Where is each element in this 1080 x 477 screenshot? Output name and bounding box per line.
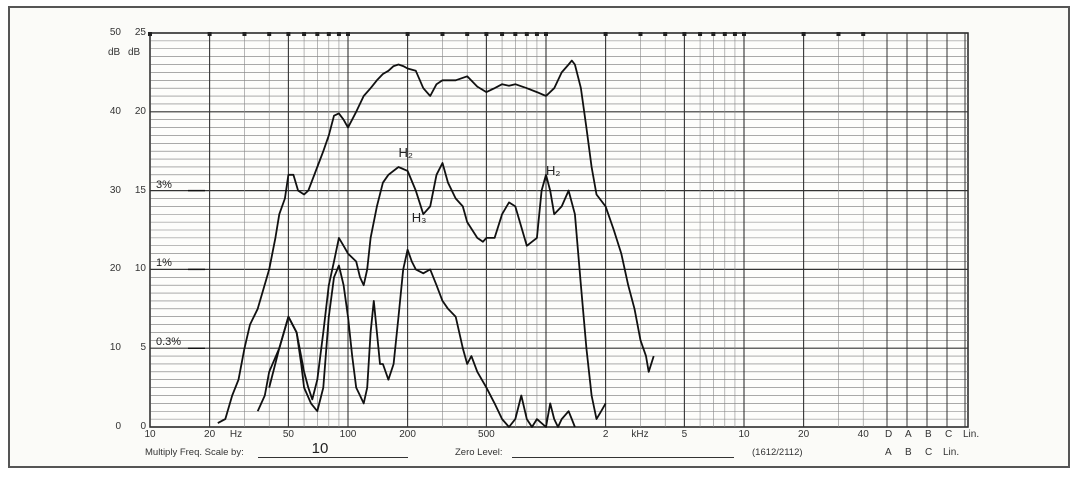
top-tick-mark [484, 32, 489, 36]
percent-marker: 1% [156, 257, 172, 270]
y-tick-label-right: 5 [140, 342, 146, 354]
percent-marker: 3% [156, 178, 172, 191]
y-tick-label-left: 40 [109, 105, 121, 117]
x-tick-label: 10 [738, 429, 750, 440]
top-tick-mark [698, 32, 703, 36]
top-tick-mark [524, 32, 529, 36]
x-unit-label: kHz [631, 429, 649, 440]
zero-level-underline [512, 457, 734, 458]
top-tick-mark [286, 32, 291, 36]
filter-label-top: B [925, 429, 932, 440]
percent-marker: 0.3% [156, 336, 182, 349]
response-curve-fundamental [217, 59, 655, 424]
top-tick-mark [603, 32, 608, 36]
top-tick-mark [663, 32, 668, 36]
x-tick-label: 500 [478, 429, 495, 440]
x-tick-label: 20 [798, 429, 810, 440]
y-tick-label-left: 10 [109, 342, 121, 354]
top-tick-mark [465, 32, 470, 36]
x-tick-label: 10 [144, 429, 156, 440]
filter-label-top: D [885, 429, 893, 440]
multiply-underline [258, 457, 408, 458]
top-tick-mark [711, 32, 716, 36]
top-tick-mark [346, 32, 350, 36]
filter-label-bottom: B [905, 447, 912, 458]
filter-label-bottom: A [885, 447, 892, 458]
y-tick-label-right: 0 [140, 421, 146, 432]
y-tick-label-left: 50 [109, 27, 121, 38]
top-tick-mark [682, 32, 687, 36]
x-tick-label: 50 [282, 429, 294, 440]
x-tick-label: 40 [857, 429, 869, 440]
top-tick-mark [267, 32, 272, 36]
top-tick-mark [326, 32, 331, 36]
zero-level-label: Zero Level: [455, 447, 503, 458]
x-tick-label: 5 [681, 429, 688, 440]
y-tick-label-right: 25 [134, 27, 146, 38]
top-tick-mark [861, 32, 866, 36]
filter-label-top: A [905, 429, 912, 440]
filter-label-bottom: C [925, 447, 933, 458]
y-tick-label-left: 30 [109, 184, 121, 196]
top-tick-mark [242, 32, 247, 36]
multiply-label: Multiply Freq. Scale by: [145, 447, 244, 458]
y-tick-label-left: 20 [109, 263, 121, 275]
curve-annotation: H₂ [398, 144, 413, 160]
curve-annotation: H₃ [411, 209, 427, 225]
top-tick-mark [742, 32, 746, 36]
top-tick-mark [148, 32, 152, 36]
top-tick-mark [440, 32, 445, 36]
x-tick-label: 200 [399, 429, 416, 440]
top-tick-mark [534, 32, 539, 36]
top-tick-mark [801, 32, 806, 36]
multiply-value: 10 [311, 440, 329, 457]
top-tick-mark [732, 32, 737, 36]
x-tick-label: 100 [339, 429, 357, 440]
top-tick-mark [336, 32, 341, 36]
y-tick-label-right: 10 [134, 263, 146, 275]
top-tick-mark [500, 32, 505, 36]
top-tick-mark [513, 32, 518, 36]
y-tick-label-right: 15 [134, 184, 146, 196]
top-tick-mark [405, 32, 410, 36]
response-curve-h3 [268, 248, 576, 428]
chart-code: (1612/2112) [752, 447, 803, 458]
y-tick-label-right: 20 [134, 105, 146, 117]
top-tick-mark [836, 32, 841, 36]
x-tick-label: 20 [204, 429, 216, 440]
top-tick-mark [302, 32, 307, 36]
curve-annotation: H₂ [546, 162, 561, 178]
y-tick-label-left: 0 [115, 421, 121, 432]
top-tick-mark [207, 32, 212, 36]
top-tick-mark [544, 32, 548, 36]
top-tick-mark [315, 32, 320, 36]
x-unit-label: Hz [229, 429, 243, 440]
response-curve-h2 [256, 162, 607, 420]
filter-label-top: Lin. [963, 429, 980, 440]
filter-label-top: C [945, 429, 953, 440]
y-unit-label-left: dB [108, 47, 121, 58]
x-tick-label: 2 [602, 429, 609, 440]
top-tick-mark [638, 32, 643, 36]
y-unit-label-right: dB [128, 47, 141, 58]
filter-label-bottom: Lin. [943, 447, 960, 458]
top-tick-mark [722, 32, 727, 36]
